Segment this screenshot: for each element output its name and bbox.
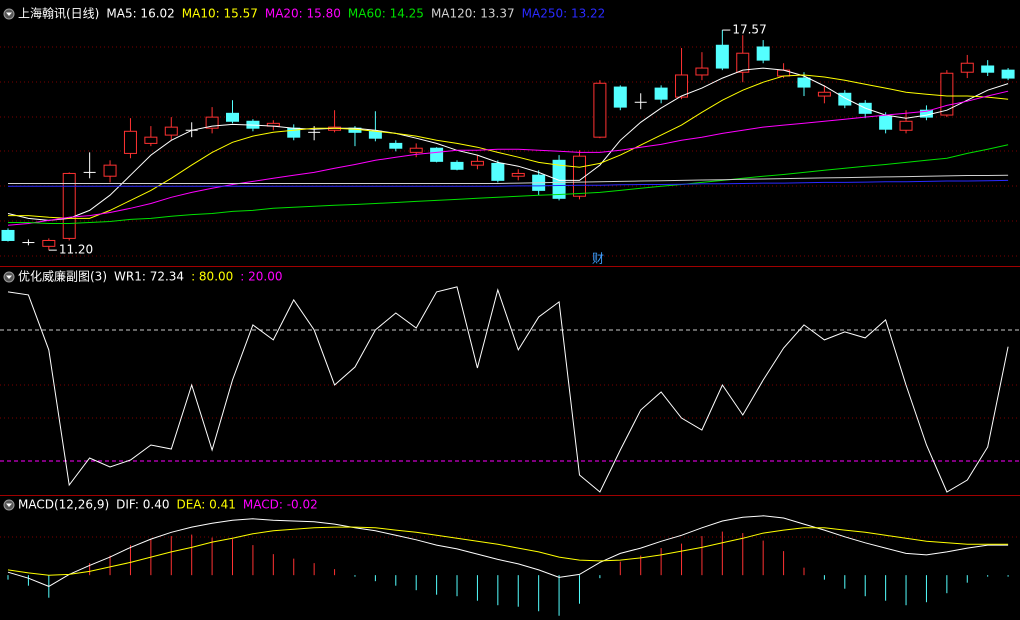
indicator-line <box>7 90 1009 226</box>
candle-body <box>960 62 974 73</box>
legend-entry: MACD(12,26,9) <box>18 498 109 512</box>
legend-entry: MA5: 16.02 <box>106 7 174 21</box>
candle-body <box>879 115 893 130</box>
candle-body <box>123 130 137 154</box>
legend-entry: : 80.00 <box>191 270 233 284</box>
candle-body <box>817 91 831 97</box>
candle-body <box>654 87 668 100</box>
candle-body <box>226 112 240 122</box>
candle-body <box>613 86 627 108</box>
candle-body <box>838 92 852 106</box>
candle-body <box>511 172 525 177</box>
candle-body <box>981 65 995 73</box>
legend-entry: WR1: 72.34 <box>114 270 184 284</box>
candle-body <box>756 46 770 61</box>
header-icon-arrow <box>6 275 12 279</box>
candle-body <box>42 239 56 247</box>
candle-body <box>470 160 484 166</box>
legend-entry: MA10: 15.57 <box>182 7 258 21</box>
legend-entry: DEA: 0.41 <box>176 498 235 512</box>
grid <box>0 46 1020 538</box>
candle-body <box>593 82 607 138</box>
header-icon-arrow <box>6 12 12 16</box>
indicator-line <box>8 144 1009 224</box>
candle-body <box>940 72 954 116</box>
candle-body <box>675 74 689 98</box>
annotation: 11.20 <box>59 243 93 257</box>
legend-entry: 上海翰讯(日线) <box>18 6 99 21</box>
candle-body <box>389 142 403 149</box>
candle-body <box>430 147 444 162</box>
legend-entry: : 20.00 <box>240 270 282 284</box>
indicator-line <box>8 179 1009 187</box>
candle-body <box>103 164 117 177</box>
indicator-line <box>8 174 1009 184</box>
legend-entry: 优化威廉副图(3) <box>18 269 107 284</box>
candle-body <box>450 161 464 170</box>
candle-body <box>797 77 811 88</box>
legend-entry: MA20: 15.80 <box>265 7 341 21</box>
candle-body <box>715 44 729 69</box>
candle-body <box>899 120 913 131</box>
indicator-line <box>7 526 1009 576</box>
event-marker: 财 <box>592 252 604 266</box>
candle-body <box>409 147 423 153</box>
candle-body <box>62 172 76 239</box>
candle-body <box>491 162 505 181</box>
candle-body <box>205 116 219 129</box>
indicator-line <box>7 286 1009 493</box>
candle-body <box>572 155 586 197</box>
candle-body <box>736 52 750 73</box>
legend-entry: DIF: 0.40 <box>116 498 169 512</box>
candle-body <box>1001 69 1015 79</box>
candle-body <box>695 67 709 76</box>
legend-entry: MA120: 13.37 <box>431 7 515 21</box>
candle-body <box>368 130 382 139</box>
indicator-line <box>8 74 1009 219</box>
annotation: 17.57 <box>732 23 766 37</box>
candle-body <box>144 136 158 144</box>
header-icon-arrow <box>6 503 12 507</box>
candle-body <box>552 159 566 199</box>
indicator-line <box>7 67 1009 221</box>
legend-entry: MA250: 13.22 <box>522 7 606 21</box>
legend-entry: MACD: -0.02 <box>243 498 318 512</box>
indicator-line <box>7 515 1009 587</box>
candle-body <box>1 229 15 241</box>
candle-body <box>164 126 178 136</box>
legend-entry: MA60: 14.25 <box>348 7 424 21</box>
